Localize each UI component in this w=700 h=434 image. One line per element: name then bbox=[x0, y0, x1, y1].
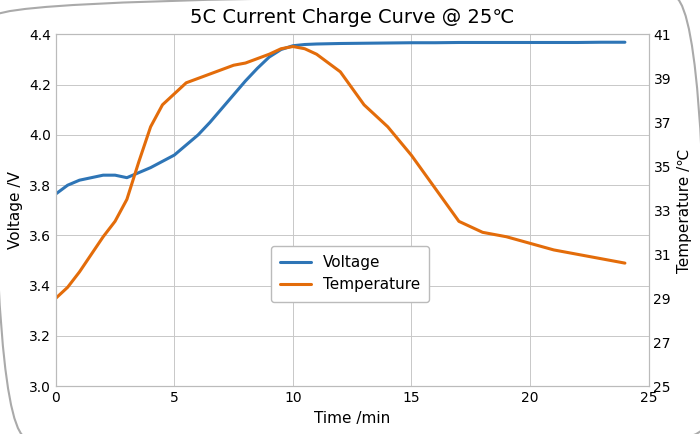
Voltage bbox=[407, 40, 416, 45]
Temperature bbox=[407, 153, 416, 158]
Temperature bbox=[134, 159, 143, 164]
Voltage bbox=[526, 40, 534, 45]
Title: 5C Current Charge Curve @ 25℃: 5C Current Charge Curve @ 25℃ bbox=[190, 8, 514, 27]
Temperature bbox=[276, 46, 285, 51]
Temperature bbox=[87, 252, 95, 257]
Temperature bbox=[146, 124, 155, 129]
Legend: Voltage, Temperature: Voltage, Temperature bbox=[271, 246, 429, 302]
Line: Temperature: Temperature bbox=[56, 46, 625, 298]
Voltage bbox=[111, 173, 119, 178]
Temperature bbox=[218, 67, 226, 72]
Temperature bbox=[502, 234, 510, 239]
Temperature bbox=[384, 124, 392, 129]
Voltage bbox=[478, 40, 486, 45]
Temperature bbox=[111, 219, 119, 224]
Voltage bbox=[431, 40, 440, 45]
Temperature bbox=[99, 234, 107, 239]
Temperature bbox=[158, 102, 167, 107]
Voltage bbox=[76, 178, 84, 183]
Temperature bbox=[52, 296, 60, 301]
Temperature bbox=[431, 186, 440, 191]
Voltage bbox=[265, 54, 274, 59]
Temperature bbox=[597, 256, 606, 261]
Voltage bbox=[241, 78, 250, 83]
Temperature bbox=[241, 60, 250, 66]
Temperature bbox=[573, 252, 582, 257]
Y-axis label: Temperature /℃: Temperature /℃ bbox=[677, 148, 692, 273]
Y-axis label: Voltage /V: Voltage /V bbox=[8, 171, 23, 249]
Voltage bbox=[288, 43, 297, 48]
Voltage bbox=[218, 106, 226, 111]
Temperature bbox=[64, 285, 72, 290]
Temperature bbox=[455, 219, 463, 224]
Temperature bbox=[253, 56, 262, 61]
Temperature bbox=[526, 241, 534, 246]
Temperature bbox=[550, 247, 558, 253]
Temperature bbox=[312, 52, 321, 57]
Voltage bbox=[300, 42, 309, 47]
Voltage bbox=[52, 191, 60, 197]
Voltage bbox=[276, 47, 285, 52]
Voltage bbox=[134, 170, 143, 175]
Voltage bbox=[621, 39, 629, 45]
Voltage bbox=[253, 66, 262, 71]
Temperature bbox=[288, 44, 297, 49]
Temperature bbox=[621, 260, 629, 266]
Temperature bbox=[194, 76, 202, 81]
Voltage bbox=[87, 175, 95, 180]
Voltage bbox=[455, 40, 463, 45]
Voltage bbox=[170, 152, 178, 158]
Voltage bbox=[194, 132, 202, 138]
Temperature bbox=[122, 197, 131, 202]
Temperature bbox=[265, 52, 274, 57]
Voltage bbox=[360, 41, 368, 46]
Voltage bbox=[182, 142, 190, 148]
Temperature bbox=[76, 270, 84, 275]
Temperature bbox=[360, 102, 368, 107]
Temperature bbox=[230, 62, 238, 68]
Voltage bbox=[312, 41, 321, 46]
Temperature bbox=[206, 72, 214, 77]
Voltage bbox=[99, 173, 107, 178]
Voltage bbox=[573, 40, 582, 45]
Voltage bbox=[122, 175, 131, 180]
Voltage bbox=[64, 183, 72, 188]
Temperature bbox=[182, 80, 190, 85]
Voltage bbox=[230, 92, 238, 97]
Voltage bbox=[597, 39, 606, 45]
Voltage bbox=[502, 40, 510, 45]
Voltage bbox=[158, 159, 167, 164]
Voltage bbox=[384, 40, 392, 46]
Voltage bbox=[146, 165, 155, 170]
Voltage bbox=[206, 120, 214, 125]
Temperature bbox=[300, 46, 309, 51]
X-axis label: Time /min: Time /min bbox=[314, 411, 391, 426]
Temperature bbox=[170, 91, 178, 96]
Voltage bbox=[336, 41, 344, 46]
Temperature bbox=[478, 230, 486, 235]
Temperature bbox=[336, 69, 344, 74]
Line: Voltage: Voltage bbox=[56, 42, 625, 194]
Voltage bbox=[550, 40, 558, 45]
